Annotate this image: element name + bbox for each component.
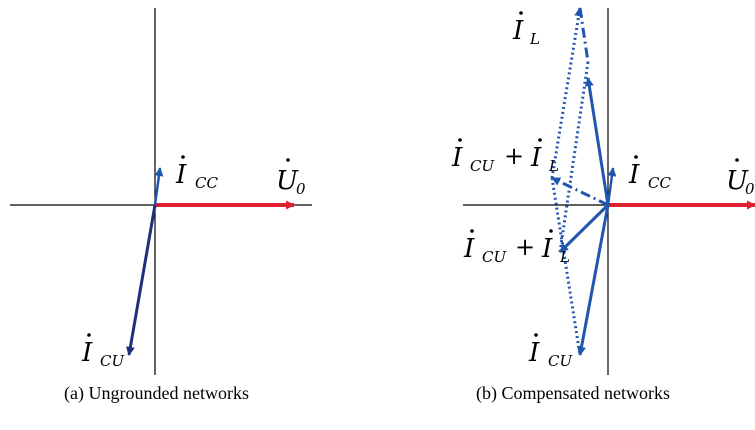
svg-text:I: I: [512, 16, 524, 46]
label-u0-b: U 0: [726, 158, 755, 198]
svg-text:L: L: [548, 157, 559, 175]
caption-panel-b: (b) Compensated networks: [476, 383, 670, 403]
dashdot-sum-upper: [551, 176, 609, 207]
svg-text:CU: CU: [548, 352, 573, 370]
label-icc-b: I CC: [628, 155, 671, 192]
sum-lower-phasor-b: [558, 203, 610, 254]
svg-text:0: 0: [745, 180, 755, 198]
label-il-b: I L: [512, 11, 540, 48]
svg-text:I: I: [528, 338, 540, 368]
label-u0-a: U 0: [276, 158, 306, 198]
panel-b: I L I CU + I L I CC U 0 I CU +: [451, 7, 755, 375]
icc-phasor-a: [153, 167, 164, 206]
svg-text:I: I: [530, 143, 542, 173]
svg-text:L: L: [529, 30, 540, 48]
icu-phasor-b: [577, 204, 610, 356]
caption-panel-a: (a) Ungrounded networks: [64, 383, 249, 403]
svg-text:I: I: [175, 160, 187, 190]
svg-text:L: L: [559, 248, 570, 266]
svg-text:+: +: [504, 142, 524, 170]
svg-text:I: I: [628, 160, 640, 190]
label-icc-a: I CC: [175, 155, 218, 192]
svg-text:I: I: [451, 143, 463, 173]
label-icu-b: I CU: [528, 333, 573, 370]
icu-phasor-a: [125, 204, 157, 356]
il-phasor-b: [584, 77, 610, 206]
svg-text:I: I: [81, 338, 93, 368]
svg-text:+: +: [515, 233, 535, 261]
svg-text:I: I: [541, 234, 553, 264]
icc-phasor-b: [606, 167, 617, 206]
panel-a: I CC U 0 I CU: [10, 8, 312, 375]
svg-text:U: U: [276, 166, 299, 196]
label-sum-lower-b: I CU + I L: [463, 229, 570, 266]
svg-text:CC: CC: [648, 174, 671, 192]
svg-text:CU: CU: [100, 352, 125, 370]
svg-text:0: 0: [296, 180, 306, 198]
label-icu-a: I CU: [81, 333, 125, 370]
svg-text:CU: CU: [470, 157, 495, 175]
svg-text:CC: CC: [195, 174, 218, 192]
svg-text:U: U: [726, 166, 749, 196]
dotted-il-lower: [558, 61, 590, 253]
svg-text:I: I: [463, 234, 475, 264]
svg-text:CU: CU: [482, 248, 507, 266]
dashdot-il: [578, 7, 590, 63]
dotted-il-upper: [550, 7, 584, 179]
label-sum-upper-b: I CU + I L: [451, 138, 559, 175]
